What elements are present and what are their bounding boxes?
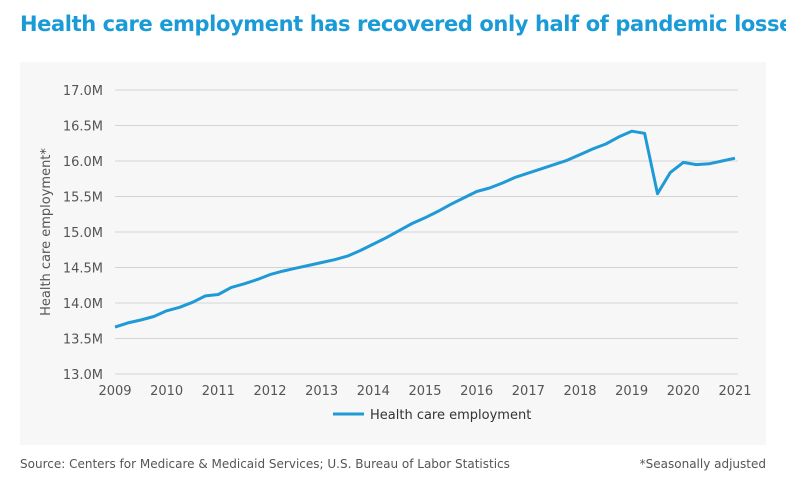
source-note: Source: Centers for Medicare & Medicaid … [20, 457, 510, 471]
x-tick-label: 2011 [202, 384, 235, 399]
y-axis-label: Health care employment* [39, 148, 54, 316]
y-tick-label: 17.0M [63, 84, 103, 99]
x-tick-label: 2020 [667, 384, 700, 399]
y-tick-label: 16.5M [63, 120, 103, 135]
footnote: *Seasonally adjusted [639, 457, 766, 471]
x-tick-label: 2016 [460, 384, 493, 399]
y-tick-label: 13.5M [63, 333, 103, 348]
y-tick-label: 16.0M [63, 155, 103, 170]
y-tick-label: 14.0M [63, 297, 103, 312]
y-tick-label: 13.0M [63, 368, 103, 383]
chart-title: Health care employment has recovered onl… [20, 12, 786, 36]
x-tick-label: 2021 [718, 384, 751, 399]
x-tick-label: 2012 [253, 384, 286, 399]
x-tick-label: 2018 [563, 384, 596, 399]
y-tick-label: 15.5M [63, 191, 103, 206]
x-tick-label: 2013 [305, 384, 338, 399]
y-tick-label: 15.0M [63, 226, 103, 241]
series-line-health-care-employment [114, 129, 736, 329]
x-tick-label: 2015 [408, 384, 441, 399]
x-tick-label: 2017 [512, 384, 545, 399]
x-tick-label: 2014 [357, 384, 390, 399]
y-tick-label: 14.5M [63, 262, 103, 277]
x-tick-label: 2009 [98, 384, 131, 399]
legend: Health care employment [333, 408, 531, 423]
legend-label: Health care employment [370, 408, 531, 423]
x-tick-label: 2010 [150, 384, 183, 399]
x-tick-label: 2019 [615, 384, 648, 399]
